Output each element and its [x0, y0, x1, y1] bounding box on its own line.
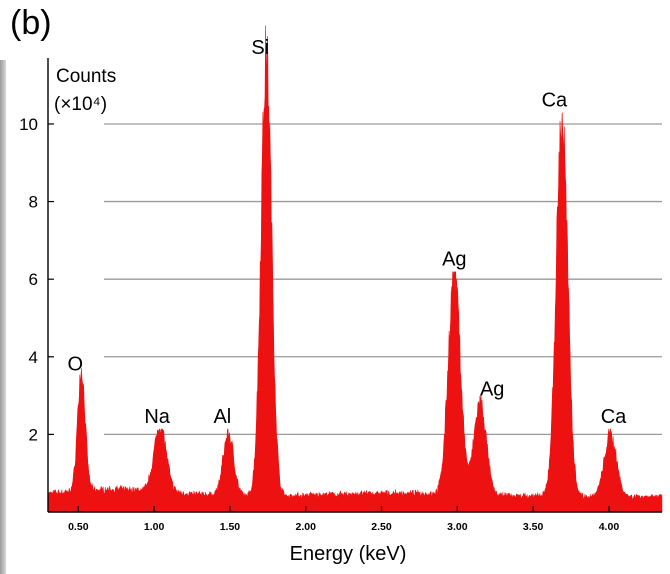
label-background	[593, 402, 634, 429]
tick-labels: 2 4 6 8 10 0.50 1.00 1.50 2.00 2.50 3.00 3.50 4.00	[19, 115, 619, 533]
peak-label-si: Si	[251, 37, 269, 59]
x-tick-label: 1.00	[144, 521, 165, 533]
label-background	[137, 402, 178, 429]
x-tick-label: 0.50	[68, 521, 89, 533]
spectrum-fill	[47, 25, 663, 513]
x-tick-label: 3.00	[447, 521, 468, 533]
grid-lines	[104, 123, 662, 436]
y-axis-label-line1: Counts	[56, 66, 116, 87]
label-background	[202, 402, 243, 429]
label-background	[534, 86, 575, 113]
peak-label-o: O	[68, 353, 84, 375]
y-tick-label: 2	[29, 425, 38, 444]
label-background	[434, 245, 475, 272]
spectrum-area	[47, 25, 663, 513]
x-tick-label: 3.50	[523, 521, 544, 533]
y-axis-label-line2: (×10⁴)	[54, 94, 107, 115]
x-tick-label: 4.00	[599, 521, 620, 533]
x-tick-label: 2.50	[371, 521, 392, 533]
panel-label: (b)	[10, 4, 52, 42]
axes	[47, 58, 662, 513]
peak-label-ag: Ag	[442, 249, 466, 271]
peak-label-ca: Ca	[601, 406, 627, 428]
left-edge-strip	[0, 60, 6, 574]
peak-label-ca: Ca	[542, 90, 568, 112]
peak-labels: O Na Al Si Ag Ag Ca Ca	[68, 37, 634, 429]
y-tick-label: 8	[29, 193, 38, 212]
peak-label-al: Al	[213, 406, 231, 428]
x-axis-label: Energy (keV)	[290, 543, 407, 565]
x-tick-label: 1.50	[220, 521, 241, 533]
peak-label-na: Na	[144, 406, 170, 428]
y-tick-label: 4	[29, 348, 38, 367]
y-tick-label: 10	[19, 115, 38, 134]
peak-label-ag: Ag	[480, 379, 504, 401]
y-tick-label: 6	[29, 270, 38, 289]
x-tick-label: 2.00	[296, 521, 317, 533]
